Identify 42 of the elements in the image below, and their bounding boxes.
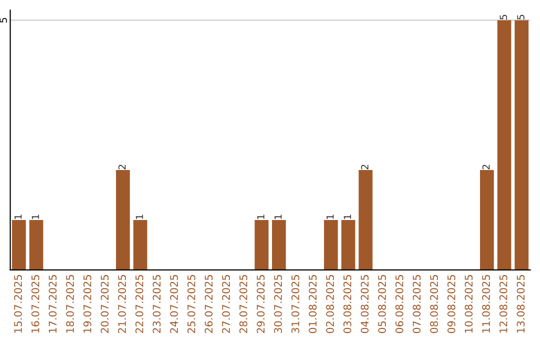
x-tick-label: 12.08.2025 (499, 275, 508, 333)
x-tick-label: 27.07.2025 (222, 275, 230, 334)
x-tick-label: 21.07.2025 (118, 275, 126, 334)
x-tick-label: 26.07.2025 (204, 275, 213, 334)
x-tick-label: 11.08.2025 (482, 275, 490, 333)
x-tick-label: 22.07.2025 (135, 275, 144, 334)
x-tick-label: 18.07.2025 (66, 275, 74, 333)
x-tick-label: 30.07.2025 (274, 275, 282, 333)
x-tick-label: 10.08.2025 (464, 275, 473, 333)
data-label: 1 (344, 214, 351, 219)
data-label: 2 (482, 164, 490, 170)
x-tick-label: 09.08.2025 (447, 275, 456, 334)
x-tick-label: 13.08.2025 (516, 275, 525, 333)
x-tick-label: 15.07.2025 (14, 275, 22, 333)
x-tick-label: 17.07.2025 (48, 275, 57, 333)
data-label: 1 (326, 214, 334, 219)
data-label: 5 (517, 14, 524, 20)
data-label: 2 (361, 164, 368, 170)
x-tick-label: 24.07.2025 (170, 275, 178, 334)
data-label: 2 (118, 164, 126, 170)
x-tick-label: 03.08.2025 (343, 275, 352, 334)
data-label: 5 (500, 14, 508, 20)
data-label: 1 (257, 214, 264, 219)
x-tick-label: 23.07.2025 (152, 275, 161, 334)
x-tick-label: 16.07.2025 (31, 275, 40, 333)
data-label: 1 (274, 214, 282, 219)
x-tick-label: 01.08.2025 (308, 275, 317, 334)
x-tick-label: 25.07.2025 (187, 275, 196, 334)
x-tick-label: 07.08.2025 (412, 275, 421, 334)
x-tick-label: 29.07.2025 (256, 275, 265, 334)
x-tick-label: 20.07.2025 (100, 275, 109, 334)
data-label: 1 (136, 214, 143, 219)
x-tick-label: 31.07.2025 (291, 275, 300, 333)
x-tick-label: 04.08.2025 (360, 275, 369, 334)
data-label: 1 (14, 214, 22, 219)
x-tick-label: 06.08.2025 (395, 275, 404, 334)
x-tick-label: 08.08.2025 (430, 275, 438, 334)
x-tick-label: 28.07.2025 (239, 275, 248, 334)
x-tick-label: 05.08.2025 (378, 275, 386, 334)
x-tick-label: 02.08.2025 (326, 275, 334, 334)
data-label: 1 (32, 214, 39, 219)
x-tick-label: 19.07.2025 (83, 275, 92, 333)
